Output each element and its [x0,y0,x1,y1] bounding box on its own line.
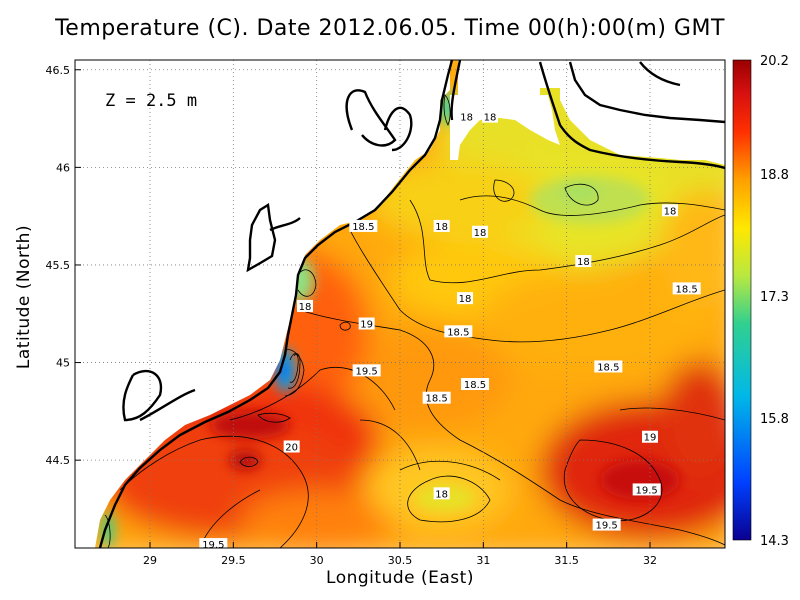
contour-label-bg-18 [433,487,450,500]
grid-lines [75,60,725,548]
contour-label-bg-14 [461,378,489,391]
colorbar-gradient [732,59,752,541]
contour-label-4: 18 [435,222,448,233]
x-tick-label-3: 30.5 [388,554,413,567]
contour-label-bg-9 [297,299,313,312]
x-tick-label-1: 29.5 [221,554,246,567]
contour-label-5: 18 [474,228,487,239]
x-tick-label-0: 29 [143,554,157,567]
x-axis-ticks: 29 29.5 30 30.5 31 31.5 32 [143,542,657,567]
contour-label-12: 19.5 [356,366,378,377]
contour-label-bg-13 [594,360,623,373]
x-tick-label-2: 30 [310,554,324,567]
x-tick-label-4: 31 [476,554,490,567]
contour-label-bg-3 [349,219,378,232]
land-mask [75,60,725,548]
contour-label-10: 19 [360,320,373,331]
contour-labels: 18 18 18 18.5 18 18 18 18.5 18 18 19 18.5 19.5 18.5 18… [199,110,701,551]
contour-label-14: 18.5 [464,380,486,391]
colorbar-tick-label-0: 20.2 [760,54,789,69]
contour-label-2: 18 [664,206,677,217]
contour-label-bg-2 [662,204,678,217]
contour-lines [104,94,725,548]
contour-label-bg-10 [358,317,375,330]
contour-label-8: 18 [459,294,472,305]
contour-label-bg-5 [472,225,488,238]
coastline [98,60,725,548]
contour-label-0: 18 [460,113,473,124]
colorbar: 20.2 18.8 17.3 15.8 14.3 [732,54,789,549]
contour-label-13: 18.5 [597,362,619,373]
contour-label-bg-8 [457,292,473,305]
contour-label-15: 18.5 [426,394,448,405]
y-tick-label-3: 46 [56,161,70,174]
depth-annotation: Z = 2.5 m [105,91,197,111]
contour-label-bg-21 [199,538,228,551]
contour-label-20: 19.5 [596,521,618,532]
y-tick-label-1: 45 [56,357,70,370]
colorbar-tick-label-4: 14.3 [760,534,789,549]
contour-label-7: 18.5 [676,284,698,295]
colorbar-tick-label-3: 15.8 [760,412,789,427]
contour-label-6: 18 [577,257,590,268]
colorbar-tick-label-1: 18.8 [760,168,789,183]
contour-label-16: 19 [644,433,657,444]
y-axis-ticks: 44.5 45 45.5 46 46.5 [46,64,81,467]
x-axis-label: Longitude (East) [326,568,474,588]
contour-label-bg-17 [283,440,300,453]
contour-label-bg-19 [632,483,661,496]
contour-label-bg-7 [672,282,701,295]
contour-label-bg-1 [482,110,498,123]
chart-title: Temperature (C). Date 2012.06.05. Time 0… [55,16,725,41]
contour-label-bg-12 [352,364,381,377]
contour-label-1: 18 [484,113,497,124]
contour-label-19: 19.5 [636,485,658,496]
contour-label-bg-20 [592,518,621,531]
y-tick-label-0: 44.5 [46,454,71,467]
y-tick-label-2: 45.5 [46,259,71,272]
contour-label-bg-4 [433,219,450,232]
colorbar-ticks: 20.2 18.8 17.3 15.8 14.3 [760,54,789,549]
contour-label-bg-6 [575,255,592,268]
contour-label-9: 18 [299,302,312,313]
contour-label-11: 18.5 [447,327,469,338]
contour-label-bg-16 [642,430,658,443]
contour-label-bg-11 [444,325,473,338]
contour-label-17: 20 [285,442,298,453]
x-tick-label-6: 32 [643,554,657,567]
contour-label-bg-0 [458,110,475,123]
x-tick-label-5: 31.5 [554,554,579,567]
colorbar-tick-label-2: 17.3 [760,290,789,305]
y-tick-label-4: 46.5 [46,64,71,77]
contour-label-3: 18.5 [352,222,374,233]
contour-label-21: 19.5 [202,540,224,551]
contour-label-bg-15 [422,391,451,404]
contour-label-18: 18 [435,489,448,500]
